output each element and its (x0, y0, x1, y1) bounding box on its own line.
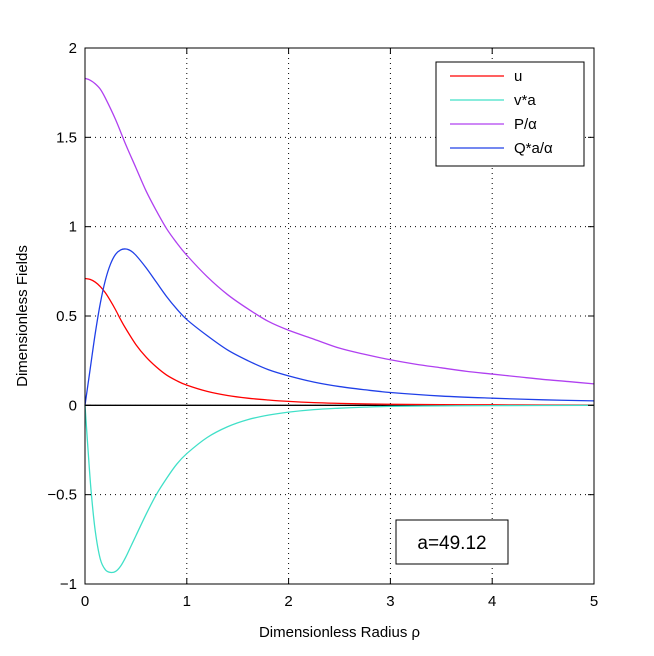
y-tick-label: −0.5 (47, 487, 77, 504)
y-tick-label: −1 (60, 576, 77, 593)
y-axis-label: Dimensionless Fields (14, 245, 31, 387)
series-line-q-a (84, 248, 595, 406)
x-axis-label: Dimensionless Radius ρ (259, 624, 420, 641)
annotation-box: a=49.12 (395, 519, 509, 565)
y-tick-label: 0.5 (56, 308, 77, 325)
x-tick-label: 0 (81, 593, 89, 610)
x-tick-label: 4 (488, 593, 496, 610)
legend-label-v-a: v*a (514, 92, 536, 109)
y-tick-label: 2 (69, 40, 77, 57)
x-tick-label: 1 (183, 593, 191, 610)
series-line-p (84, 77, 595, 385)
legend-label-p: P/α (514, 116, 537, 133)
ticks: 0 1 2 3 4 5 −1 −0.5 0 0.5 1 1.5 2 (47, 40, 598, 610)
y-tick-label: 1.5 (56, 129, 77, 146)
annotation-text: a=49.12 (417, 533, 486, 554)
legend-label-u: u (514, 68, 522, 85)
legend-label-q-a: Q*a/α (514, 140, 553, 157)
x-tick-label: 2 (284, 593, 292, 610)
legend-box (435, 61, 585, 167)
x-tick-label: 3 (386, 593, 394, 610)
x-tick-label: 5 (590, 593, 598, 610)
series-line-u (84, 277, 595, 406)
annotation-border (395, 519, 509, 565)
series-line-v-a (84, 404, 595, 574)
series-layer (84, 77, 595, 574)
y-tick-label: 0 (69, 397, 77, 414)
legend: u v*a P/α Q*a/α (435, 61, 585, 167)
y-tick-label: 1 (69, 219, 77, 236)
